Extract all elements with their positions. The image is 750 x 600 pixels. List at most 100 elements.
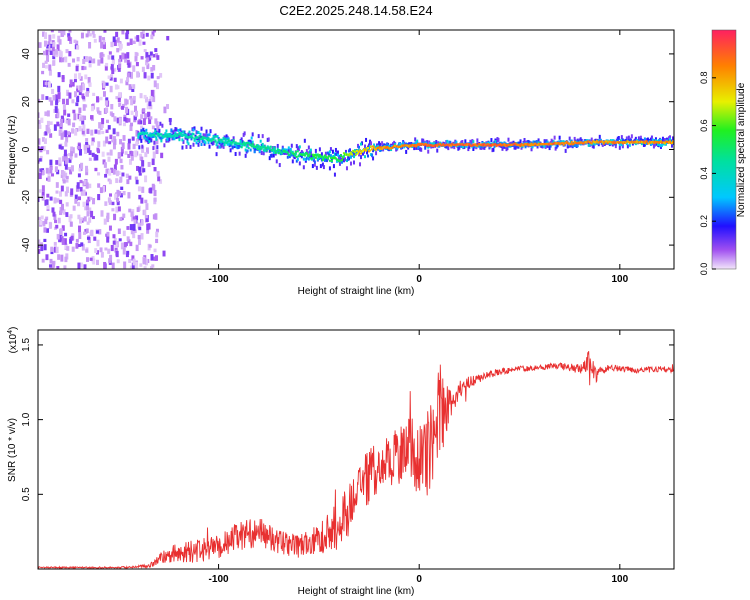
spectrogram-cell bbox=[192, 142, 195, 147]
spectrogram-cell bbox=[364, 144, 367, 149]
spectrogram-cell bbox=[661, 136, 664, 141]
spectrogram-cell bbox=[286, 155, 289, 159]
spectrogram-cell bbox=[307, 145, 310, 150]
spectrogram-cell bbox=[65, 202, 69, 207]
spectrogram-cell bbox=[606, 141, 609, 144]
spectrogram-cell bbox=[651, 141, 654, 146]
spectrogram-cell bbox=[65, 175, 69, 180]
spectrogram-cell bbox=[557, 141, 560, 144]
spectrogram-cell bbox=[62, 104, 66, 110]
spectrogram-cell bbox=[65, 49, 69, 54]
spectrogram-cell bbox=[45, 124, 49, 132]
spectrogram-cell bbox=[148, 117, 152, 125]
snr-y-tick-label: 1.0 bbox=[21, 412, 32, 426]
spectrogram-cell bbox=[221, 140, 224, 143]
spectrogram-cell bbox=[477, 142, 480, 146]
spectrogram-cell bbox=[120, 146, 124, 154]
spectrogram-cell bbox=[121, 142, 125, 150]
spectrogram-cell bbox=[88, 33, 92, 37]
spectrogram-cell bbox=[191, 132, 194, 136]
spectrogram-cell bbox=[575, 143, 578, 148]
spectrogram-cell bbox=[573, 144, 576, 148]
spectrogram-cell bbox=[391, 144, 394, 148]
spectrogram-cell bbox=[212, 134, 215, 138]
spectrogram-cell bbox=[413, 144, 416, 148]
spectrogram-cell bbox=[383, 145, 386, 148]
spectrogram-cell bbox=[144, 131, 147, 135]
spectrogram-cell bbox=[398, 145, 401, 149]
spectrogram-cell bbox=[163, 143, 166, 148]
spectrogram-cell bbox=[226, 135, 229, 140]
spectrogram-cell bbox=[262, 145, 265, 149]
spectrogram-cell bbox=[341, 157, 344, 162]
spectrogram-cell bbox=[225, 134, 228, 139]
spectrogram-cell bbox=[199, 132, 202, 136]
spectrogram-cell bbox=[185, 136, 188, 139]
spectrogram-cell bbox=[236, 142, 239, 145]
spectrogram-cell bbox=[615, 141, 618, 144]
spectrogram-cell bbox=[128, 258, 132, 264]
spectrogram-cell bbox=[642, 140, 645, 143]
spectrogram-cell bbox=[329, 154, 332, 158]
spectrogram-cell bbox=[40, 215, 44, 220]
spectrogram-cell bbox=[368, 143, 371, 148]
spectrogram-cell bbox=[266, 146, 269, 149]
spectrogram-cell bbox=[102, 37, 106, 41]
spectrogram-cell bbox=[515, 142, 518, 146]
spectrogram-cell bbox=[325, 158, 328, 162]
spectrogram-cell bbox=[444, 144, 447, 147]
spectrogram-cell bbox=[560, 142, 563, 145]
spectrogram-cell bbox=[155, 130, 158, 135]
spectrogram-cell bbox=[259, 139, 262, 143]
spectrogram-cell bbox=[117, 41, 121, 47]
spectrogram-cell bbox=[472, 146, 475, 151]
spectrogram-cell bbox=[60, 133, 64, 140]
spectrogram-cell bbox=[144, 175, 148, 183]
spectrogram-cell bbox=[114, 243, 118, 249]
spectrogram-cell bbox=[591, 141, 594, 145]
spectrogram-cell bbox=[53, 214, 57, 220]
spectrogram-cell bbox=[156, 171, 160, 177]
spectrogram-cell bbox=[111, 69, 115, 75]
spectrogram-cell bbox=[203, 136, 206, 139]
spectrogram-cell bbox=[651, 138, 654, 142]
spectrogram-cell bbox=[200, 126, 203, 131]
spectrogram-cell bbox=[49, 166, 53, 174]
spectrogram-cell bbox=[587, 143, 590, 147]
colorbar-tick-label: 0.8 bbox=[699, 72, 709, 85]
spectrogram-cell bbox=[401, 144, 404, 147]
spectrogram-cell bbox=[621, 138, 624, 142]
spectrogram-cell bbox=[387, 142, 390, 147]
spectrogram-cell bbox=[616, 136, 619, 141]
spectrogram-cell bbox=[67, 113, 71, 117]
spectrogram-cell bbox=[204, 141, 207, 145]
spectrogram-cell bbox=[454, 139, 457, 144]
spectrogram-cell bbox=[569, 143, 572, 148]
spectrogram-cell bbox=[153, 133, 156, 137]
spectrogram-cell bbox=[52, 211, 56, 217]
spectrogram-cell bbox=[424, 142, 427, 146]
spectrogram-cell bbox=[355, 149, 357, 154]
spectrogram-cell bbox=[529, 144, 532, 147]
spectrogram-cell bbox=[388, 147, 391, 150]
spectrogram-cell bbox=[373, 146, 376, 151]
spectrogram-cell bbox=[251, 132, 254, 137]
spectrogram-cell bbox=[564, 141, 567, 145]
spectrogram-cell bbox=[141, 134, 145, 141]
spectrogram-cell bbox=[289, 148, 292, 152]
spectrogram-cell bbox=[43, 50, 47, 56]
spectrogram-cell bbox=[113, 213, 117, 221]
spectrogram-cell bbox=[481, 143, 484, 146]
spectrogram-cell bbox=[69, 169, 73, 175]
spectrogram-cell bbox=[544, 142, 547, 146]
spectrogram-cell bbox=[216, 144, 219, 149]
spectrogram-cell bbox=[91, 216, 95, 220]
spectrogram-cell bbox=[430, 144, 433, 147]
spectrogram-cell bbox=[116, 189, 120, 197]
spectrogram-cell bbox=[598, 140, 601, 143]
spectrogram-cell bbox=[134, 150, 138, 158]
spectrogram-cell bbox=[536, 143, 539, 147]
spectrogram-cell bbox=[578, 142, 581, 145]
spectrogram-cell bbox=[318, 147, 321, 152]
spectrogram-cell bbox=[67, 62, 71, 67]
